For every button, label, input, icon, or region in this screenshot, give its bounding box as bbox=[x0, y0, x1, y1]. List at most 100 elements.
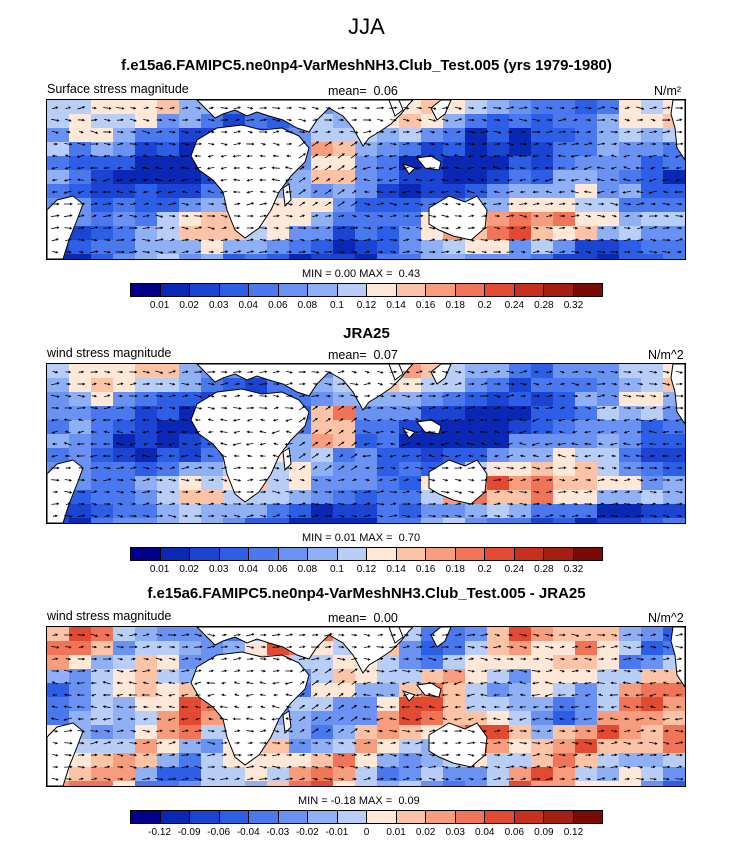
stress-vector-arrow bbox=[636, 645, 645, 649]
stress-vector-arrow bbox=[637, 669, 643, 673]
stress-vector-arrow bbox=[246, 669, 254, 673]
stress-vector-arrow bbox=[389, 645, 398, 648]
field-cell bbox=[465, 156, 488, 171]
stress-vector-arrow bbox=[429, 142, 436, 146]
stress-vector-arrow bbox=[481, 705, 487, 709]
field-cell bbox=[69, 156, 92, 171]
field-cell bbox=[465, 100, 488, 115]
colorbar-tick-label: 0.14 bbox=[386, 300, 406, 311]
stress-vector-arrow bbox=[377, 382, 384, 386]
stress-vector-arrow bbox=[505, 166, 514, 170]
stress-vector-arrow bbox=[155, 633, 163, 637]
stress-vector-arrow bbox=[129, 765, 137, 769]
stress-vector-arrow bbox=[390, 442, 396, 446]
stress-vector-arrow bbox=[453, 681, 462, 686]
colorbar-tick-label: -0.12 bbox=[148, 827, 171, 838]
stress-vector-arrow bbox=[662, 466, 671, 470]
stress-vector-arrow bbox=[520, 466, 527, 470]
stress-vector-arrow bbox=[390, 406, 397, 410]
stress-vector-arrow bbox=[676, 118, 683, 122]
stress-vector-arrow bbox=[182, 106, 189, 110]
stress-vector-arrow bbox=[571, 250, 580, 254]
stress-vector-arrow bbox=[260, 490, 267, 494]
field-cell bbox=[641, 767, 664, 782]
stress-vector-arrow bbox=[350, 250, 358, 254]
stress-vector-arrow bbox=[507, 741, 514, 745]
stress-vector-arrow bbox=[376, 106, 385, 110]
stress-vector-arrow bbox=[493, 705, 500, 709]
field-cell bbox=[443, 392, 466, 407]
stress-vector-arrow bbox=[675, 777, 684, 781]
stress-vector-arrow bbox=[207, 382, 215, 386]
stress-vector-arrow bbox=[245, 442, 254, 446]
stress-vector-arrow bbox=[221, 765, 228, 769]
field-cell bbox=[311, 504, 334, 519]
stress-vector-arrow bbox=[388, 154, 397, 158]
stress-vector-arrow bbox=[598, 693, 604, 697]
field-cell bbox=[377, 725, 400, 740]
field-cell bbox=[377, 448, 400, 463]
field-cell bbox=[509, 476, 532, 491]
stress-vector-arrow bbox=[649, 693, 657, 697]
stress-vector-arrow bbox=[154, 166, 163, 169]
field-cell bbox=[509, 767, 532, 782]
stress-vector-arrow bbox=[337, 680, 345, 686]
field-cell bbox=[575, 767, 598, 782]
stress-vector-arrow bbox=[675, 418, 683, 422]
stress-vector-arrow bbox=[104, 729, 111, 733]
stress-vector-arrow bbox=[455, 741, 462, 745]
stress-vector-arrow bbox=[610, 166, 617, 170]
stress-vector-arrow bbox=[572, 430, 578, 434]
field-cell bbox=[157, 184, 180, 199]
field-cell bbox=[399, 434, 422, 449]
stress-vector-arrow bbox=[233, 454, 240, 458]
field-cell bbox=[377, 434, 400, 449]
field-cell bbox=[597, 142, 620, 157]
field-cell bbox=[465, 392, 488, 407]
colorbar-tick-label: 0.12 bbox=[356, 300, 377, 311]
stress-vector-arrow bbox=[219, 717, 228, 721]
field-cell bbox=[641, 655, 664, 670]
stress-vector-arrow bbox=[129, 370, 138, 374]
field-cell bbox=[113, 683, 136, 698]
stress-vector-arrow bbox=[519, 645, 528, 649]
stress-vector-arrow bbox=[415, 202, 424, 206]
stress-vector-arrow bbox=[325, 704, 332, 710]
stress-vector-arrow bbox=[77, 514, 86, 517]
stress-vector-arrow bbox=[143, 657, 150, 661]
field-cell bbox=[553, 767, 576, 782]
stress-vector-arrow bbox=[635, 166, 644, 170]
field-cell bbox=[135, 725, 158, 740]
panel-3-map bbox=[46, 626, 686, 787]
stress-vector-arrow bbox=[299, 669, 305, 673]
stress-vector-arrow bbox=[259, 166, 267, 170]
stress-vector-arrow bbox=[416, 238, 423, 242]
stress-vector-arrow bbox=[518, 430, 527, 434]
stress-vector-arrow bbox=[403, 106, 410, 110]
stress-vector-arrow bbox=[492, 418, 501, 422]
stress-vector-arrow bbox=[233, 466, 242, 470]
stress-vector-arrow bbox=[272, 418, 279, 422]
stress-vector-arrow bbox=[116, 178, 123, 182]
stress-vector-arrow bbox=[271, 717, 280, 721]
stress-vector-arrow bbox=[78, 250, 84, 254]
field-cell bbox=[597, 364, 620, 379]
field-cell bbox=[113, 739, 136, 754]
stress-vector-arrow bbox=[533, 370, 539, 374]
field-cell bbox=[465, 767, 488, 782]
stress-vector-arrow bbox=[598, 226, 605, 230]
field-cell bbox=[377, 406, 400, 421]
stress-vector-arrow bbox=[389, 730, 398, 733]
stress-vector-arrow bbox=[363, 442, 370, 446]
stress-vector-arrow bbox=[546, 154, 552, 158]
field-cell bbox=[597, 420, 620, 435]
stress-vector-arrow bbox=[662, 645, 670, 649]
stress-vector-arrow bbox=[441, 681, 449, 685]
stress-vector-arrow bbox=[142, 418, 149, 422]
stress-vector-arrow bbox=[494, 633, 501, 637]
field-cell bbox=[487, 100, 510, 115]
stress-vector-arrow bbox=[545, 430, 552, 434]
field-cell bbox=[47, 434, 70, 449]
stress-vector-arrow bbox=[50, 418, 59, 422]
stress-vector-arrow bbox=[545, 657, 554, 661]
